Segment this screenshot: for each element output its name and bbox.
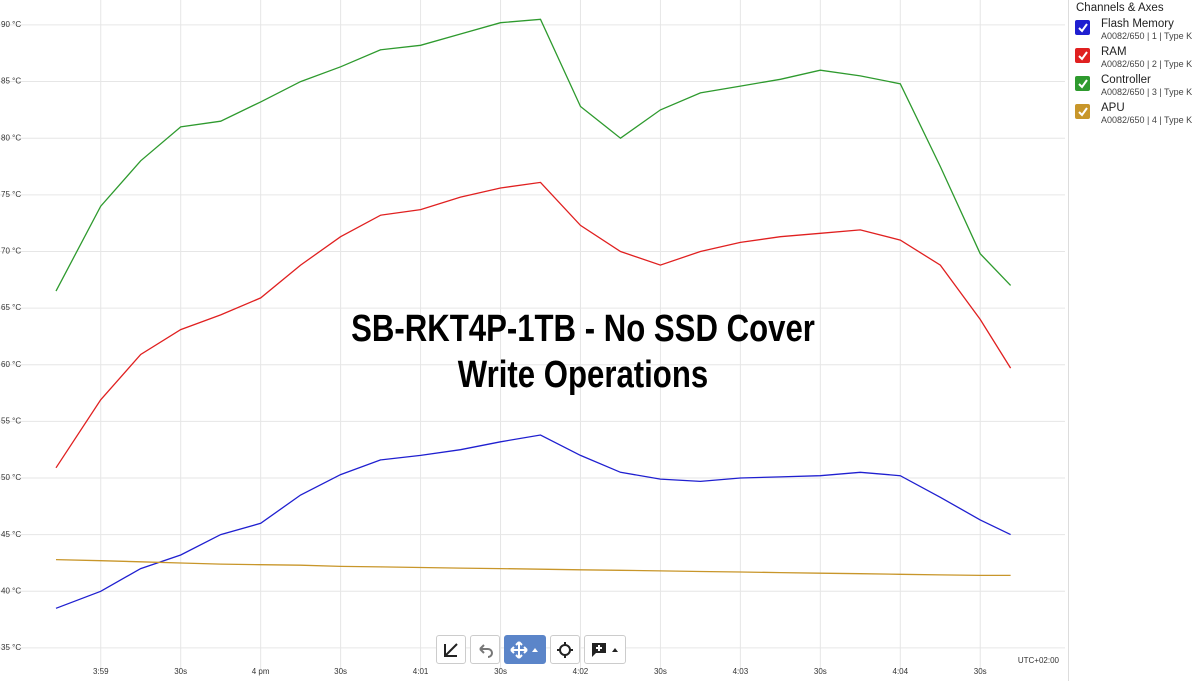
legend-checkbox[interactable] bbox=[1075, 20, 1090, 35]
legend-detail: A0082/650 | 4 | Type K bbox=[1101, 115, 1193, 125]
legend-checkbox[interactable] bbox=[1075, 104, 1090, 119]
chart: SB-RKT4P-1TB - No SSD Cover Write Operat… bbox=[0, 0, 1065, 676]
icon bbox=[479, 643, 493, 658]
legend-label: APU bbox=[1101, 102, 1125, 114]
y-tick-label: 85 °C bbox=[1, 77, 21, 86]
y-tick-label: 65 °C bbox=[1, 303, 21, 312]
x-tick-label: 4:04 bbox=[893, 667, 909, 676]
x-tick-label: 4:01 bbox=[413, 667, 429, 676]
x-tick-label: 30s bbox=[814, 667, 827, 676]
toolbar bbox=[436, 635, 626, 664]
timezone-label: UTC+02:00 bbox=[1018, 656, 1060, 665]
check-icon bbox=[1077, 22, 1088, 33]
legend-label: Controller bbox=[1101, 74, 1151, 86]
y-tick-label: 40 °C bbox=[1, 586, 21, 595]
x-tick-label: 30s bbox=[174, 667, 187, 676]
y-tick-label: 35 °C bbox=[1, 643, 21, 652]
series-line bbox=[55, 434, 1011, 609]
y-tick-label: 75 °C bbox=[1, 190, 21, 199]
legend-item: Flash Memory A0082/650 | 1 | Type K bbox=[1075, 18, 1200, 42]
series-line bbox=[55, 558, 1011, 577]
legend-label: Flash Memory bbox=[1101, 18, 1174, 30]
icon bbox=[592, 642, 618, 657]
crosshair-button[interactable] bbox=[550, 635, 580, 664]
legend-text: APU A0082/650 | 4 | Type K bbox=[1101, 102, 1192, 126]
legend-text: Flash Memory A0082/650 | 1 | Type K bbox=[1101, 18, 1192, 42]
chart-title: SB-RKT4P-1TB - No SSD Cover bbox=[351, 308, 815, 350]
legend-item: RAM A0082/650 | 2 | Type K bbox=[1075, 46, 1200, 70]
legend-checkbox[interactable] bbox=[1075, 76, 1090, 91]
chart-subtitle: Write Operations bbox=[458, 354, 708, 396]
series-line bbox=[55, 181, 1012, 469]
legend-text: Controller A0082/650 | 3 | Type K bbox=[1101, 74, 1192, 98]
legend-item: APU A0082/650 | 4 | Type K bbox=[1075, 102, 1200, 126]
legend-label: RAM bbox=[1101, 46, 1127, 58]
comment-button[interactable] bbox=[584, 635, 626, 664]
icon bbox=[510, 640, 538, 659]
legend-item: Controller A0082/650 | 3 | Type K bbox=[1075, 74, 1200, 98]
y-tick-label: 80 °C bbox=[1, 133, 21, 142]
x-tick-label: 30s bbox=[654, 667, 667, 676]
legend-title: Channels & Axes bbox=[1076, 2, 1164, 14]
check-icon bbox=[1077, 106, 1088, 117]
check-icon bbox=[1077, 78, 1088, 89]
legend-checkbox[interactable] bbox=[1075, 48, 1090, 63]
y-tick-label: 55 °C bbox=[1, 416, 21, 425]
x-tick-label: 4 pm bbox=[252, 667, 270, 676]
annotate-button[interactable] bbox=[436, 635, 466, 664]
legend-detail: A0082/650 | 2 | Type K bbox=[1101, 59, 1193, 69]
legend-detail: A0082/650 | 3 | Type K bbox=[1101, 87, 1193, 97]
y-tick-label: 50 °C bbox=[1, 473, 21, 482]
icon bbox=[557, 641, 573, 658]
icon bbox=[444, 642, 458, 657]
y-tick-label: 70 °C bbox=[1, 247, 21, 256]
legend-panel: Channels & Axes Flash Memory A0082/650 | … bbox=[1068, 0, 1200, 681]
x-tick-label: 3:59 bbox=[93, 667, 109, 676]
x-tick-label: 30s bbox=[334, 667, 347, 676]
x-tick-label: 30s bbox=[974, 667, 987, 676]
check-icon bbox=[1077, 50, 1088, 61]
x-tick-label: 30s bbox=[494, 667, 507, 676]
y-tick-label: 90 °C bbox=[1, 20, 21, 29]
y-tick-label: 60 °C bbox=[1, 360, 21, 369]
legend-text: RAM A0082/650 | 2 | Type K bbox=[1101, 46, 1192, 70]
pan-button[interactable] bbox=[504, 635, 546, 664]
x-tick-label: 4:03 bbox=[733, 667, 749, 676]
y-tick-label: 45 °C bbox=[1, 530, 21, 539]
legend-detail: A0082/650 | 1 | Type K bbox=[1101, 31, 1193, 41]
x-tick-label: 4:02 bbox=[573, 667, 589, 676]
series-line bbox=[55, 18, 1012, 292]
undo-button[interactable] bbox=[470, 635, 500, 664]
